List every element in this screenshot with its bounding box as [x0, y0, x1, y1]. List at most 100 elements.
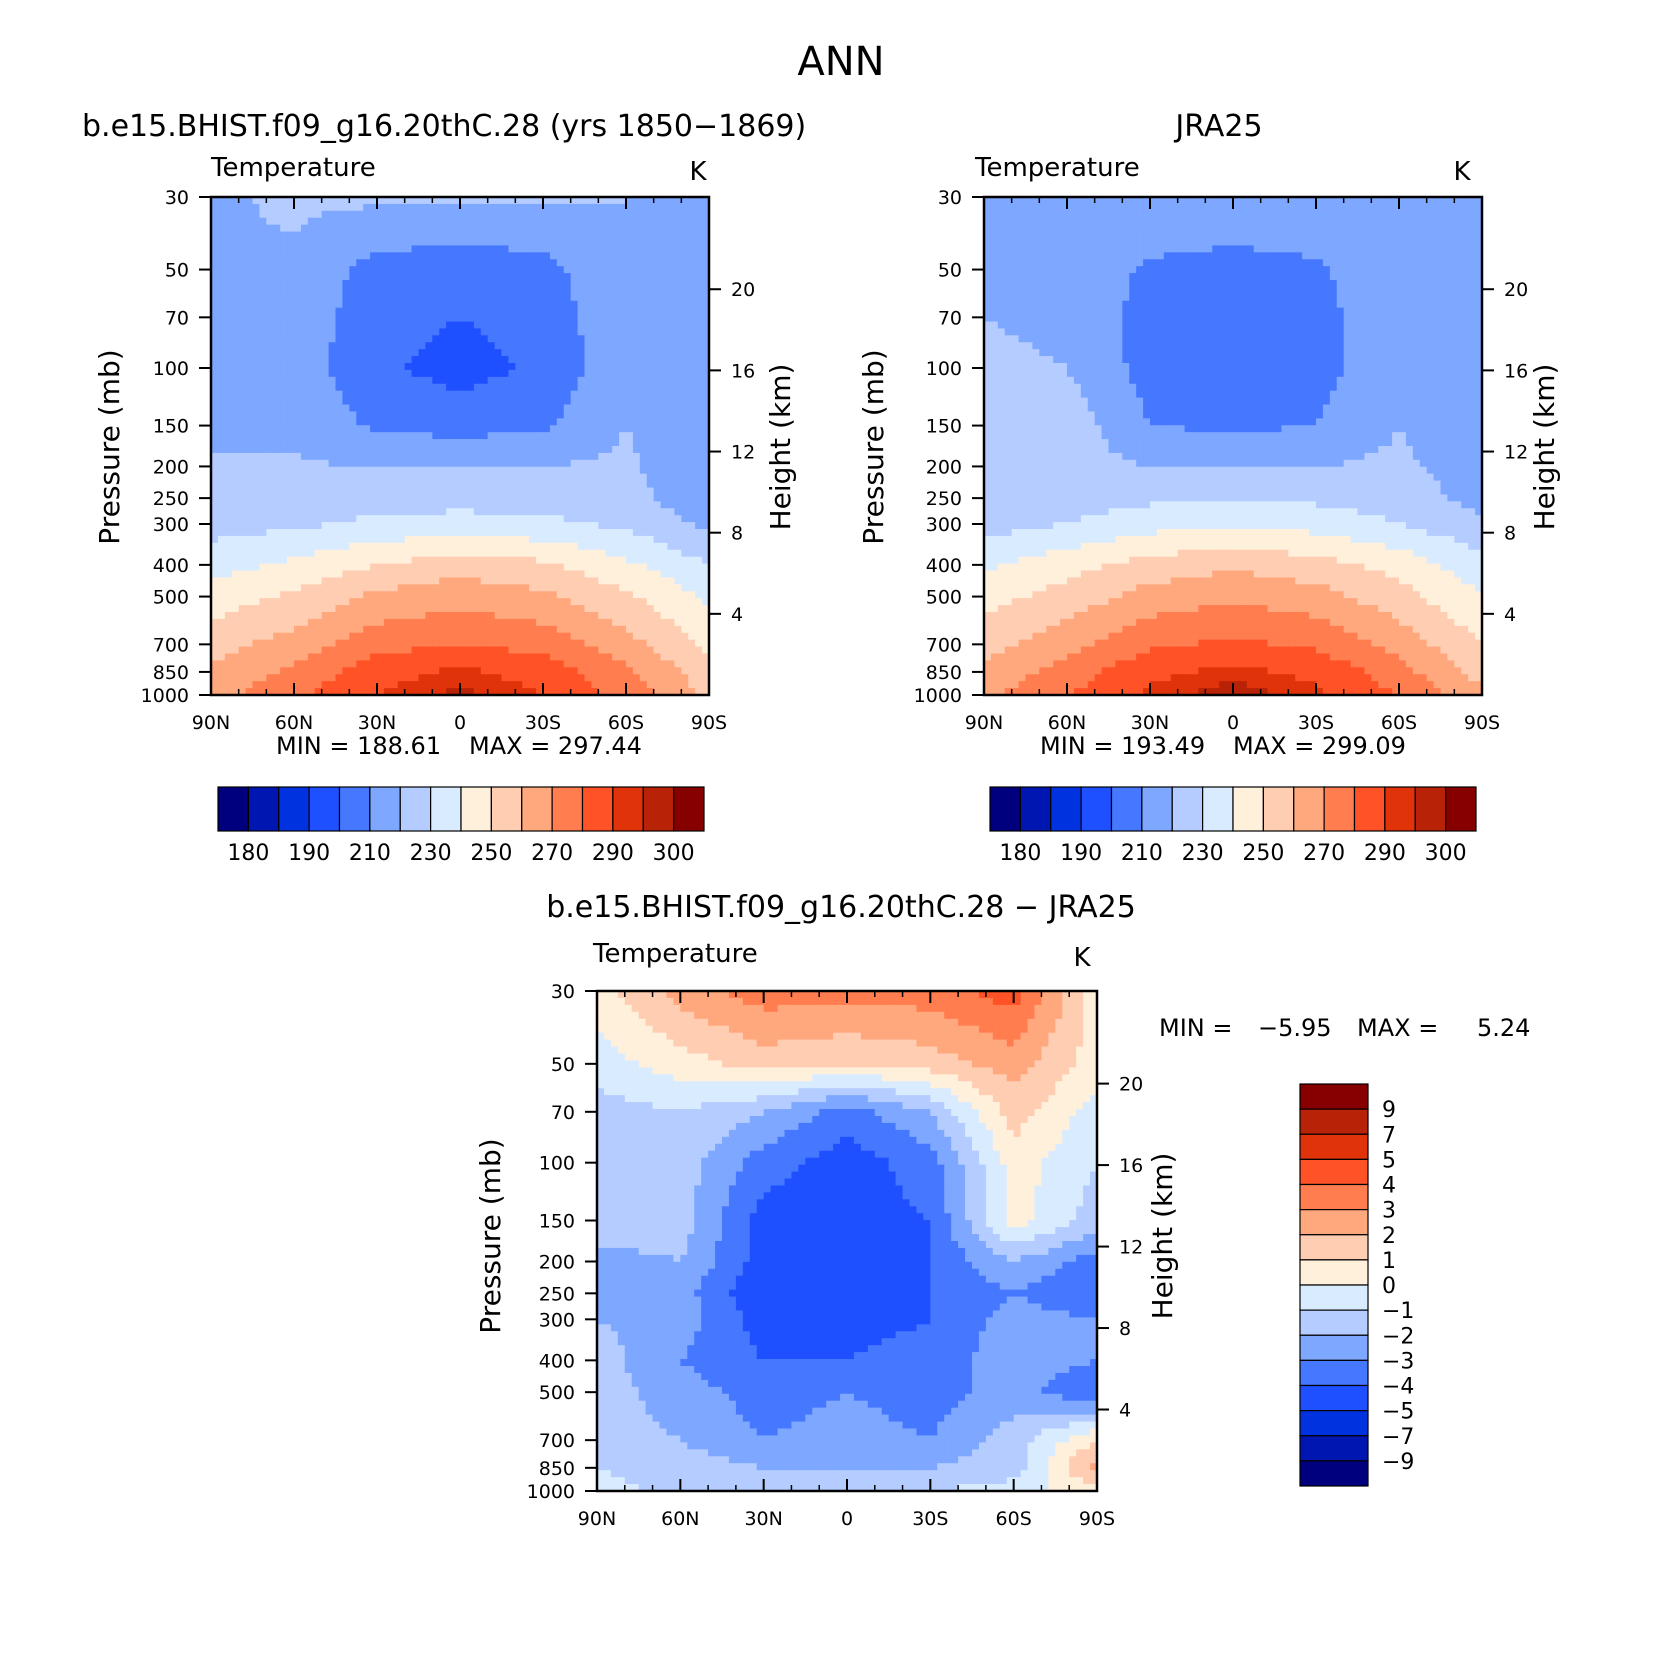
contour-cell: [397, 570, 406, 579]
contour-cell: [314, 224, 323, 233]
contour-cell: [231, 605, 240, 613]
contour-cell: [522, 217, 530, 226]
contour-cell: [397, 549, 406, 558]
contour-cell: [674, 210, 682, 219]
contour-cell: [328, 425, 337, 433]
contour-cell: [570, 549, 579, 558]
contour-cell: [646, 653, 655, 662]
contour-cell: [390, 390, 399, 399]
contour-cell: [342, 321, 350, 330]
contour-cell: [612, 522, 620, 530]
contour-cell: [660, 612, 669, 620]
contour-cell: [466, 425, 475, 433]
contour-cell: [217, 556, 226, 565]
contour-cell: [390, 259, 399, 267]
contour-cell: [390, 432, 399, 440]
contour-cell: [508, 328, 516, 336]
contour-cell: [695, 411, 703, 419]
contour-cell: [273, 584, 281, 592]
contour-cell: [515, 605, 523, 613]
contour-cell: [404, 252, 413, 260]
contour-cell: [674, 300, 682, 309]
contour-cell: [287, 632, 295, 641]
contour-cell: [515, 321, 523, 330]
contour-cell: [660, 632, 669, 641]
contour-cell: [688, 217, 696, 226]
contour-cell: [280, 425, 288, 433]
contour-cell: [639, 273, 648, 281]
contour-cell: [536, 556, 544, 565]
contour-cell: [556, 639, 565, 648]
contour-cell: [508, 245, 516, 253]
contour-cell: [646, 639, 655, 648]
contour-cell: [695, 245, 703, 253]
contour-cell: [453, 356, 461, 364]
contour-cell: [453, 245, 461, 253]
contour-cell: [702, 605, 710, 613]
contour-cell: [356, 356, 364, 364]
contour-cell: [224, 376, 233, 385]
contour-cell: [646, 224, 655, 233]
contour-cell: [231, 459, 240, 468]
contour-cell: [591, 300, 599, 309]
contour-cell: [217, 542, 226, 551]
contour-cell: [307, 280, 316, 288]
contour-cell: [494, 314, 503, 323]
contour-cell: [252, 238, 261, 247]
contour-cell: [425, 231, 433, 240]
contour-cell: [383, 577, 392, 585]
contour-cell: [377, 328, 385, 336]
contour-cell: [688, 535, 696, 544]
contour-cell: [252, 363, 261, 371]
contour-cell: [211, 231, 219, 240]
contour-cell: [591, 418, 599, 426]
contour-cell: [508, 549, 516, 558]
contour-cell: [674, 563, 682, 572]
contour-cell: [273, 501, 281, 509]
contour-cell: [494, 356, 503, 364]
contour-cell: [536, 307, 544, 316]
contour-cell: [404, 259, 413, 267]
contour-cell: [432, 632, 440, 641]
contour-cell: [591, 584, 599, 592]
contour-cell: [563, 342, 572, 350]
contour-cell: [695, 591, 703, 599]
contour-cell: [383, 286, 392, 295]
contour-cell: [674, 639, 682, 648]
contour-cell: [432, 542, 440, 551]
contour-cell: [460, 459, 468, 468]
contour-cell: [266, 397, 274, 406]
contour-cell: [370, 245, 378, 253]
contour-cell: [536, 570, 544, 579]
contour-cell: [294, 224, 302, 233]
contour-cell: [342, 452, 350, 461]
contour-cell: [536, 342, 544, 350]
contour-cell: [370, 563, 378, 572]
contour-cell: [356, 542, 364, 551]
contour-cell: [605, 238, 613, 247]
contour-cell: [273, 376, 281, 385]
contour-cell: [211, 203, 219, 212]
contour-cell: [543, 307, 551, 316]
contour-cell: [549, 632, 558, 641]
contour-cell: [425, 639, 433, 648]
contour-cell: [563, 300, 572, 309]
contour-cell: [425, 210, 433, 219]
contour-cell: [632, 660, 641, 668]
contour-cell: [681, 203, 689, 212]
contour-cell: [591, 439, 599, 447]
contour-cell: [460, 529, 468, 537]
contour-cell: [688, 494, 696, 502]
contour-cell: [626, 508, 634, 516]
contour-cell: [549, 266, 558, 274]
contour-cell: [314, 245, 323, 253]
contour-cell: [660, 342, 669, 350]
contour-cell: [494, 459, 503, 468]
contour-cell: [487, 446, 496, 454]
contour-cell: [439, 480, 447, 489]
contour-cell: [383, 542, 392, 551]
contour-cell: [626, 501, 634, 509]
contour-cell: [328, 273, 337, 281]
contour-cell: [598, 425, 606, 433]
contour-cell: [529, 660, 537, 668]
